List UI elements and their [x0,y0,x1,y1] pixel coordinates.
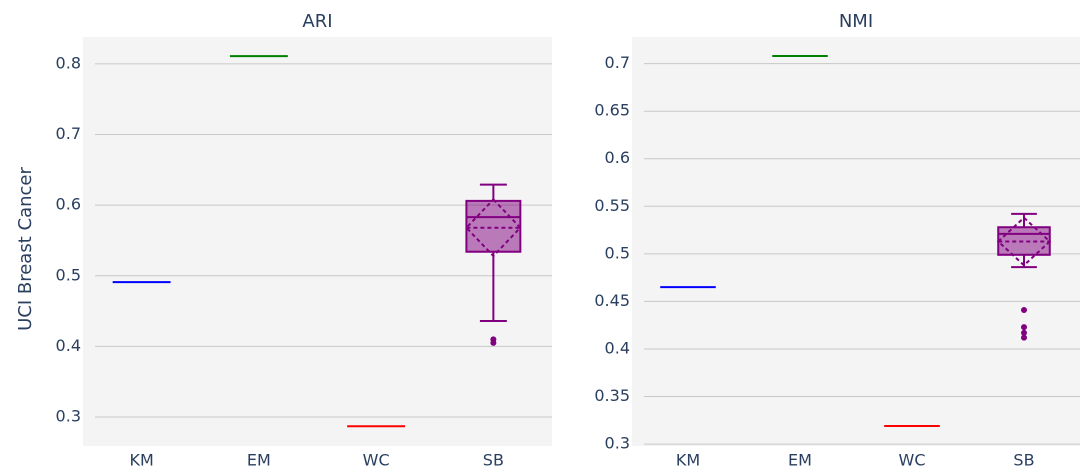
y-tick-label: 0.5 [605,243,630,262]
outlier [1021,306,1027,313]
x-tick-label: KM [129,451,153,470]
y-tick-label: 0.45 [594,291,630,310]
y-tick-label: 0.6 [56,195,81,214]
x-tick-label: EM [247,451,271,470]
x-tick-label: EM [788,451,812,470]
sd-diamond [465,198,522,258]
y-tick-label: 0.6 [605,148,630,167]
y-tick-label: 0.65 [594,101,630,120]
y-tick-label: 0.55 [594,196,630,215]
chart-title: NMI [839,11,873,32]
x-tick-label: WC [363,451,390,470]
y-tick-label: 0.3 [605,434,630,453]
x-tick-label: KM [676,451,700,470]
outlier [490,339,497,346]
y-tick-label: 0.7 [605,53,630,72]
y-tick-label: 0.35 [594,386,630,405]
y-tick-label: 0.4 [605,338,630,357]
box [465,199,522,253]
outlier [1021,324,1027,331]
y-tick-label: 0.7 [56,124,81,143]
outlier [1021,334,1027,341]
y-tick-label: 0.4 [56,336,81,355]
x-tick-label: SB [483,451,504,470]
chart-title: ARI [302,11,332,32]
y-axis-label: UCI Breast Cancer [15,167,36,331]
x-tick-label: SB [1013,451,1034,470]
outlier [1021,329,1027,336]
y-tick-label: 0.5 [56,265,81,284]
y-tick-label: 0.3 [56,407,81,426]
y-tick-label: 0.8 [56,53,81,72]
sd-diamond [996,216,1052,267]
x-tick-label: WC [899,451,926,470]
